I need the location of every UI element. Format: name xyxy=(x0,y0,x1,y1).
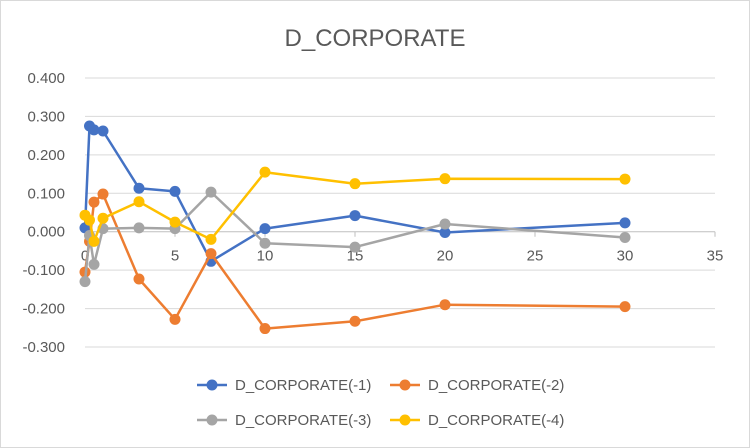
series-1 xyxy=(79,120,631,267)
data-point xyxy=(133,196,145,208)
legend-item: D_CORPORATE(-2) xyxy=(390,377,564,394)
data-point xyxy=(169,313,181,325)
data-point xyxy=(259,237,271,249)
legend-item: D_CORPORATE(-3) xyxy=(197,412,371,429)
data-point xyxy=(619,301,631,313)
data-point xyxy=(259,323,271,335)
data-point xyxy=(205,233,217,245)
data-point xyxy=(88,235,100,247)
data-point xyxy=(619,217,631,229)
data-point xyxy=(259,223,271,235)
y-tick-label: 0.000 xyxy=(27,224,65,241)
y-tick-label: 0.300 xyxy=(27,108,65,125)
x-tick-label: 15 xyxy=(347,248,364,265)
series-line xyxy=(83,190,626,282)
legend-item: D_CORPORATE(-4) xyxy=(390,412,564,429)
chart-title: D_CORPORATE xyxy=(285,25,466,52)
y-tick-label: 0.400 xyxy=(27,70,65,87)
data-point xyxy=(259,166,271,178)
legend-swatch-marker xyxy=(206,414,218,426)
legend: D_CORPORATE(-1) D_CORPORATE(-2) D_CORPORAT… xyxy=(197,377,564,429)
legend-label: D_CORPORATE(-4) xyxy=(428,412,564,429)
data-point xyxy=(88,258,100,270)
data-point xyxy=(97,188,109,200)
x-tick-label: 20 xyxy=(437,248,454,265)
legend-label: D_CORPORATE(-3) xyxy=(235,412,371,429)
x-axis: 0 5 10 15 20 25 30 35 xyxy=(81,231,724,265)
x-tick-label: 0 xyxy=(81,248,89,265)
data-point xyxy=(88,196,100,208)
y-tick-label: -0.100 xyxy=(22,262,65,279)
data-point xyxy=(439,173,451,185)
x-tick-label: 10 xyxy=(257,248,274,265)
data-point xyxy=(97,212,109,224)
data-point xyxy=(439,218,451,230)
series-4 xyxy=(79,166,631,247)
series-3 xyxy=(79,186,631,288)
legend-swatch-marker xyxy=(206,379,218,391)
data-point xyxy=(79,276,91,288)
data-point xyxy=(169,216,181,228)
y-axis-ticks: -0.300 -0.200 -0.100 0.000 0.100 0.200 0.300 0.… xyxy=(22,70,65,356)
x-tick-label: 35 xyxy=(707,248,724,265)
x-tick-label: 25 xyxy=(527,248,544,265)
data-point xyxy=(205,248,217,260)
legend-swatch-marker xyxy=(399,414,411,426)
legend-item: D_CORPORATE(-1) xyxy=(197,377,371,394)
data-point xyxy=(349,241,361,253)
data-point xyxy=(619,173,631,185)
x-tick-label: 30 xyxy=(617,248,634,265)
legend-swatch-marker xyxy=(399,379,411,391)
y-tick-label: -0.200 xyxy=(22,301,65,318)
data-point xyxy=(349,178,361,190)
y-tick-label: 0.200 xyxy=(27,147,65,164)
gridlines xyxy=(85,77,715,348)
data-point xyxy=(84,214,95,226)
data-point xyxy=(133,222,145,234)
data-point xyxy=(205,186,217,198)
data-point xyxy=(349,210,361,222)
y-tick-label: 0.100 xyxy=(27,185,65,202)
data-point xyxy=(169,185,181,197)
data-point xyxy=(133,273,145,285)
legend-label: D_CORPORATE(-2) xyxy=(428,377,564,394)
series-layer xyxy=(79,120,631,335)
x-tick-label: 5 xyxy=(171,248,179,265)
legend-label: D_CORPORATE(-1) xyxy=(235,377,371,394)
data-point xyxy=(97,125,109,137)
data-point xyxy=(619,231,631,243)
y-tick-label: -0.300 xyxy=(22,339,65,356)
data-point xyxy=(88,124,100,136)
data-point xyxy=(349,315,361,327)
data-point xyxy=(439,299,451,311)
data-point xyxy=(133,182,145,194)
data-point xyxy=(439,226,451,238)
